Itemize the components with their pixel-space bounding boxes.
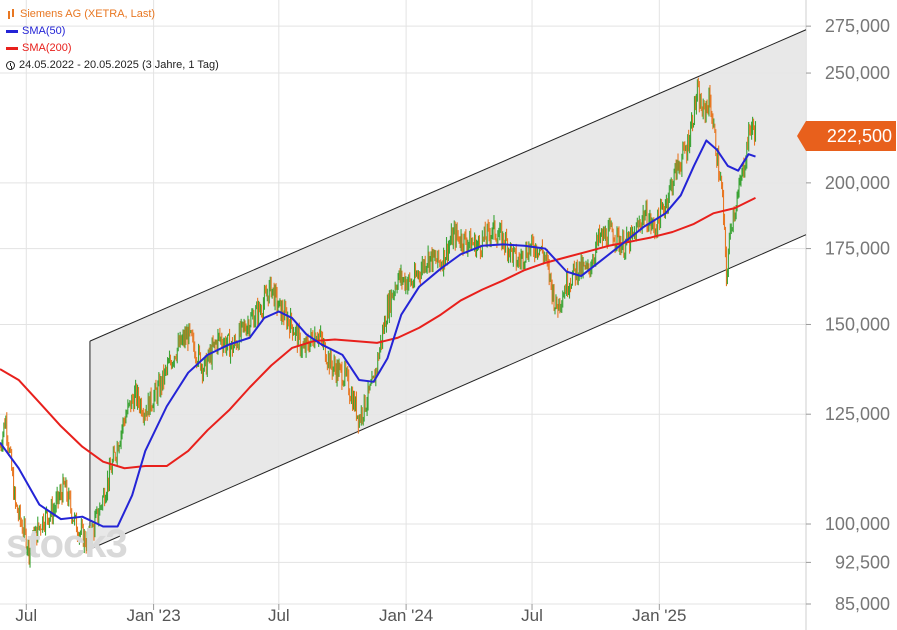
candlestick-icon: [6, 9, 16, 20]
legend-period: 24.05.2022 - 20.05.2025 (3 Jahre, 1 Tag): [6, 57, 219, 74]
x-tick-label: Jan '25: [632, 606, 686, 625]
trend-channel: [89, 29, 807, 550]
legend-sma200-label: SMA(200): [22, 42, 72, 54]
legend: Siemens AG (XETRA, Last) SMA(50) SMA(200…: [6, 6, 219, 74]
watermark-logo: stock3: [6, 522, 128, 566]
x-tick-label: Jan '23: [126, 606, 180, 625]
legend-sma50: SMA(50): [6, 23, 219, 40]
y-tick-label: 175,000: [825, 239, 890, 259]
clock-icon: [6, 61, 15, 70]
x-tick-label: Jul: [15, 606, 37, 625]
x-tick-label: Jul: [521, 606, 543, 625]
y-tick-label: 92,500: [835, 552, 890, 572]
y-tick-label: 250,000: [825, 63, 890, 83]
sma200-line: [0, 196, 756, 470]
channel-upper-line: [89, 29, 807, 342]
sma50-layer: [0, 139, 756, 528]
channel-lower-line: [89, 234, 807, 550]
y-axis: 275,000 250,000 200,000 175,000 150,000 125,0…: [806, 16, 890, 614]
x-axis: Jul Jan '23 Jul Jan '24 Jul Jan '25: [15, 604, 686, 625]
sma50-line: [0, 139, 756, 528]
y-tick-label: 100,000: [825, 514, 890, 534]
x-tick-label: Jul: [268, 606, 290, 625]
y-tick-label: 150,000: [825, 314, 890, 334]
legend-instrument-label: Siemens AG (XETRA, Last): [20, 8, 156, 20]
sma200-layer: [0, 196, 756, 470]
y-tick-label: 200,000: [825, 173, 890, 193]
legend-sma50-label: SMA(50): [22, 25, 66, 37]
y-tick-label: 275,000: [825, 16, 890, 36]
channel-area: [89, 29, 806, 550]
legend-instrument: Siemens AG (XETRA, Last): [6, 6, 219, 23]
line-icon: [6, 30, 18, 33]
y-tick-label: 125,000: [825, 404, 890, 424]
candles: [0, 77, 757, 568]
legend-sma200: SMA(200): [6, 40, 219, 57]
y-tick-label: 85,000: [835, 594, 890, 614]
legend-period-label: 24.05.2022 - 20.05.2025 (3 Jahre, 1 Tag): [19, 59, 219, 71]
line-icon: [6, 47, 18, 50]
x-tick-label: Jan '24: [379, 606, 433, 625]
current-price-badge: 222,500: [797, 121, 896, 151]
